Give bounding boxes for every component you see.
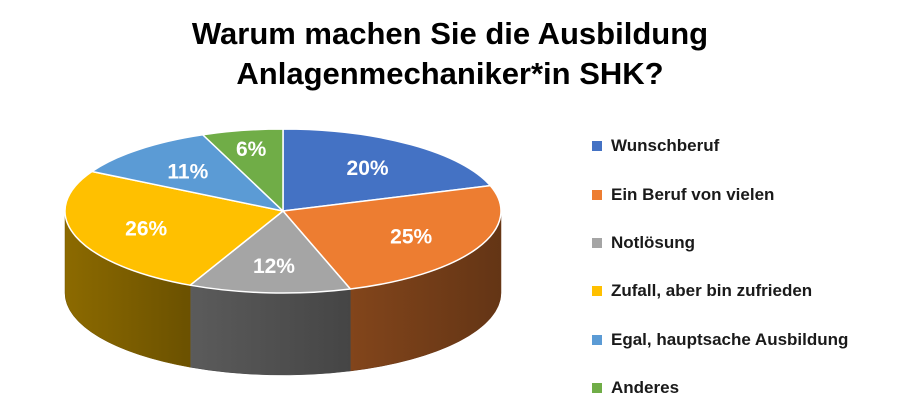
data-label-5: 6% <box>236 138 267 161</box>
legend-item: Zufall, aber bin zufrieden <box>592 267 848 315</box>
legend-label: Notlösung <box>611 232 696 252</box>
legend: Wunschberuf Ein Beruf von vielen Notlösung… <box>592 122 848 412</box>
pie-slice-0 <box>282 128 492 212</box>
chart-title: Warum machen Sie die Ausbildung Anlagenm… <box>0 14 900 94</box>
legend-swatch <box>592 334 602 345</box>
data-label-2: 12% <box>253 255 295 278</box>
legend-swatch <box>592 383 602 394</box>
pie-slice-1 <box>282 184 502 290</box>
legend-label: Wunschberuf <box>611 136 720 156</box>
chart-title-line-2: Anlagenmechaniker*in SHK? <box>236 56 664 91</box>
data-label-1: 25% <box>390 226 432 249</box>
data-label-4: 11% <box>167 160 208 183</box>
data-label-0: 20% <box>347 157 389 180</box>
legend-item: Wunschberuf <box>592 122 848 170</box>
pie-side-2 <box>189 284 351 376</box>
pie-slice-5 <box>201 128 284 212</box>
legend-label: Anderes <box>611 378 680 398</box>
pie-slice-2 <box>189 210 352 294</box>
legend-label: Zufall, aber bin zufrieden <box>611 281 813 301</box>
legend-label: Ein Beruf von vielen <box>611 184 775 204</box>
legend-item: Anderes <box>592 364 848 412</box>
legend-swatch <box>592 189 602 200</box>
legend-item: Ein Beruf von vielen <box>592 170 848 218</box>
legend-item: Notlösung <box>592 219 848 267</box>
legend-label: Egal, hauptsache Ausbildung <box>611 329 849 349</box>
chart-title-line-1: Warum machen Sie die Ausbildung <box>191 16 709 51</box>
data-label-3: 26% <box>125 218 167 241</box>
legend-swatch <box>592 237 602 248</box>
pie-slice-4 <box>91 134 284 212</box>
legend-item: Egal, hauptsache Ausbildung <box>592 316 848 364</box>
legend-swatch <box>592 286 602 297</box>
legend-swatch <box>592 141 602 152</box>
